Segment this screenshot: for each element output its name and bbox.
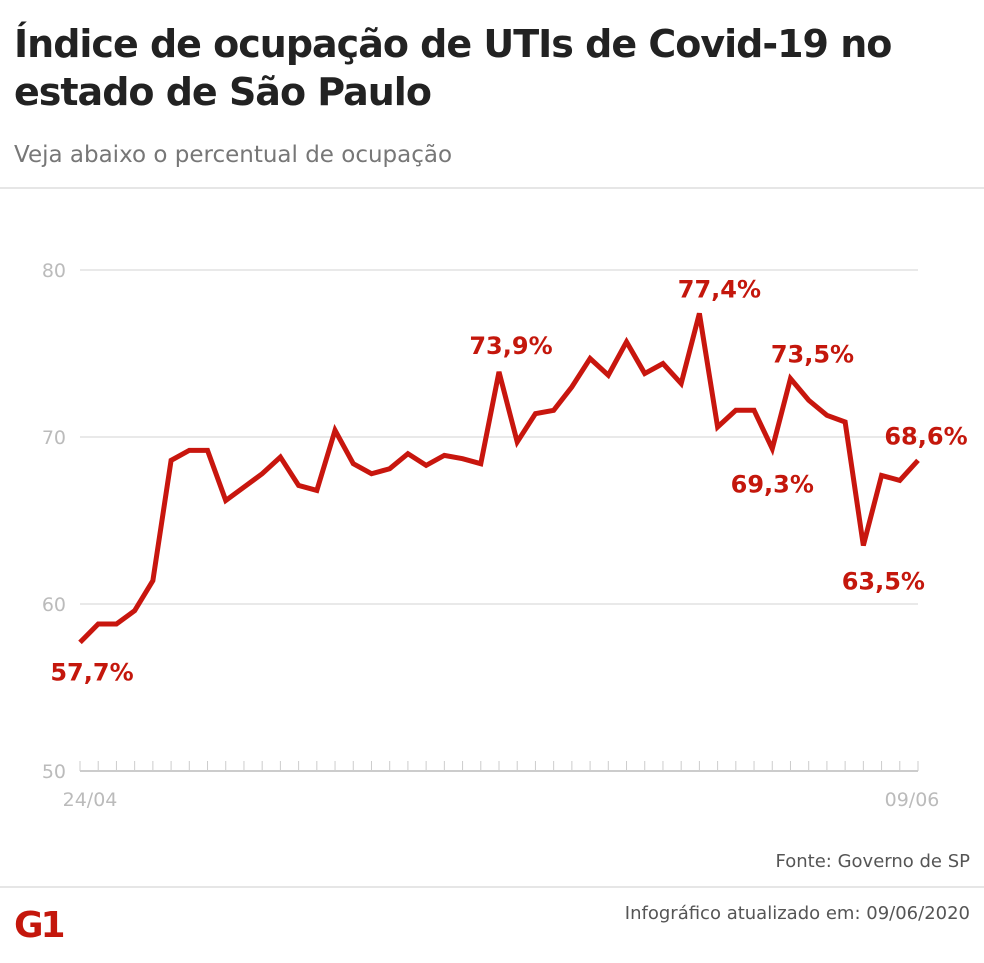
g1-logo: G1	[14, 905, 67, 941]
divider	[0, 886, 984, 888]
divider	[0, 187, 984, 189]
y-tick-label: 50	[42, 761, 66, 783]
data-label: 57,7%	[50, 658, 133, 686]
data-label: 77,4%	[678, 275, 761, 303]
page-subtitle: Veja abaixo o percentual de ocupação	[14, 142, 453, 168]
page-title: Índice de ocupação de UTIs de Covid-19 n…	[14, 22, 892, 114]
data-label: 69,3%	[731, 471, 814, 499]
updated-note: Infográfico atualizado em: 09/06/2020	[624, 903, 970, 924]
data-label: 73,9%	[469, 332, 552, 360]
y-tick-label: 60	[42, 594, 66, 616]
x-tick-label: 09/06	[885, 789, 940, 811]
data-label: 73,5%	[771, 341, 854, 369]
series-line	[78, 312, 920, 645]
x-tick-label: 24/04	[63, 789, 118, 811]
y-tick-label: 70	[42, 427, 66, 449]
data-label: 63,5%	[842, 568, 925, 596]
data-label: 68,6%	[884, 422, 967, 450]
y-tick-label: 80	[42, 260, 66, 282]
source-note: Fonte: Governo de SP	[775, 851, 970, 872]
svg-text:G1: G1	[14, 905, 64, 941]
